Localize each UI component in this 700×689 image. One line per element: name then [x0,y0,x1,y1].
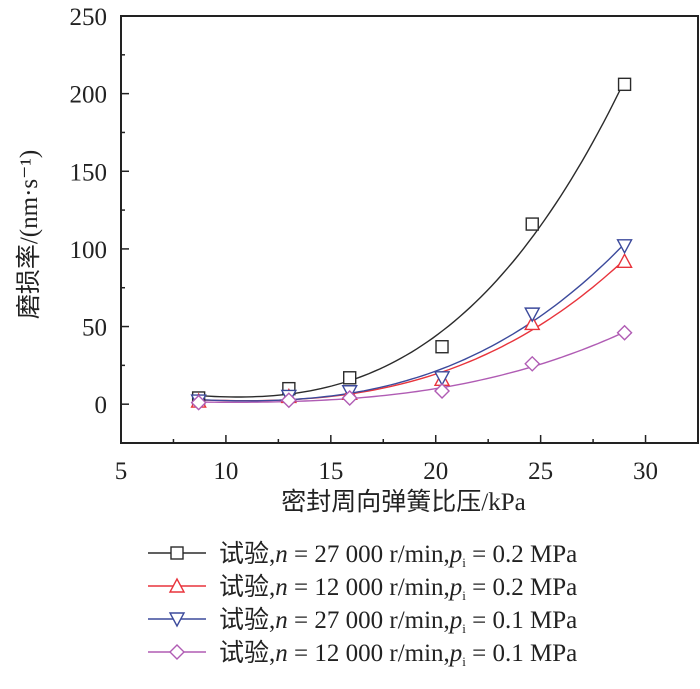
data-point-diamond [341,389,358,406]
data-point-diamond [524,355,541,372]
chart: 5 10 15 20 25 30 0 50 100 150 200 250 密封周向弹簧比压/kPa… [15,4,699,516]
y-tick-label: 50 [82,315,107,342]
data-point-diamond [280,392,297,409]
legend-swatch-square [148,545,206,560]
y-tick-label: 0 [95,392,108,419]
legend-swatch-triangle-down [148,611,206,627]
data-point-triangle-up [616,252,633,269]
legend-item: 试验,n = 12 000 r/min,pi = 0.2 MPa [148,569,578,603]
legend-marker-diamond [169,643,185,660]
y-tick-label: 250 [70,4,108,31]
data-point-square [343,371,357,385]
x-axis-title: 密封周向弹簧比压/kPa [281,488,525,516]
series-line-3 [198,331,625,403]
x-axis: 5 10 15 20 25 30 [115,435,658,485]
legend-item: 试验,n = 27 000 r/min,pi = 0.2 MPa [148,536,578,570]
legend-label: 试验,n = 27 000 r/min,pi = 0.2 MPa [219,541,578,570]
series-lines [198,80,626,403]
data-point-square [617,77,632,92]
series-line-2 [198,243,626,402]
y-tick-label: 150 [70,159,108,186]
legend-swatch-triangle-up [148,577,206,593]
x-tick-label: 20 [423,458,448,485]
series-markers [190,77,633,411]
x-tick-label: 5 [115,458,128,485]
y-axis: 0 50 100 150 200 250 [70,4,129,419]
plot-frame [120,15,699,444]
legend-label: 试验,n = 12 000 r/min,pi = 0.2 MPa [219,574,578,603]
x-tick-label: 25 [528,458,553,485]
legend-marker-square [170,545,184,560]
legend-item: 试验,n = 12 000 r/min,pi = 0.1 MPa [148,635,578,669]
legend-label: 试验,n = 27 000 r/min,pi = 0.1 MPa [219,607,578,636]
data-point-square [435,340,449,354]
y-tick-label: 100 [70,237,108,264]
x-tick-label: 30 [633,458,658,485]
data-point-triangle-down [524,307,541,323]
legend: 试验,n = 27 000 r/min,pi = 0.2 MPa 试验,n = … [148,536,578,669]
legend-item: 试验,n = 27 000 r/min,pi = 0.1 MPa [148,602,578,636]
data-point-triangle-down [616,239,633,255]
x-tick-label: 10 [213,458,238,485]
data-point-square [525,217,539,231]
legend-label: 试验,n = 12 000 r/min,pi = 0.1 MPa [219,640,578,669]
data-point-triangle-down [433,371,451,387]
x-tick-label: 15 [318,458,343,485]
data-point-triangle-up [524,314,541,331]
y-axis-title: 磨损率/(nm·s⁻¹) [15,150,43,319]
legend-marker-triangle-down [168,611,186,627]
data-point-diamond [190,394,207,411]
legend-swatch-diamond [148,643,206,660]
y-tick-label: 200 [70,82,108,109]
series-line-0 [198,80,626,398]
data-point-diamond [616,324,633,341]
legend-marker-triangle-up [168,577,186,593]
data-point-diamond [434,382,451,399]
